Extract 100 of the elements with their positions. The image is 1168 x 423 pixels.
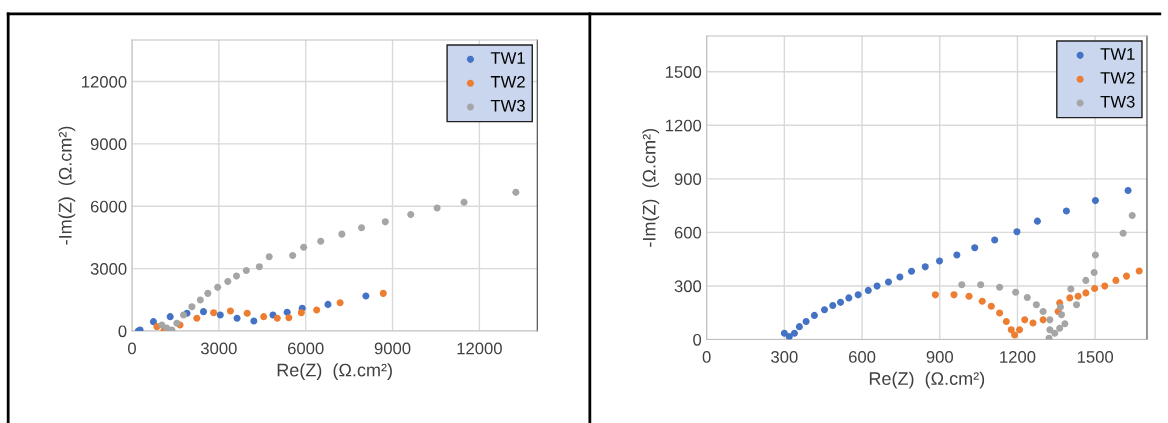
point [204,289,212,297]
point [1016,326,1024,334]
legend-label: TW1 [490,52,525,64]
point [790,329,798,337]
legend-label: TW2 [490,75,525,88]
point [232,272,241,280]
x-tick-label: 0 [128,342,136,355]
point [1046,316,1054,324]
point [1090,269,1098,277]
point [224,277,232,286]
point [297,309,305,317]
y-tick-label: 300 [674,280,702,293]
point [864,286,872,294]
point [196,296,204,304]
x-tick-label: 600 [849,351,876,363]
point [1051,329,1059,337]
point [460,198,468,206]
point [188,303,196,311]
point [996,283,1004,291]
point [795,323,803,331]
y-tick-label: 3000 [90,263,127,275]
point [1057,311,1066,319]
point [243,309,251,317]
point [987,302,995,310]
x-tick-label: 900 [926,351,954,363]
point [1056,303,1064,311]
point [210,309,218,317]
point [935,257,944,265]
y-tick-label: 6000 [90,200,127,213]
point [313,306,321,314]
legend-label: TW2 [1100,71,1135,84]
y-tick-label: 1500 [665,66,702,78]
point [1039,316,1047,324]
point [338,230,346,238]
point [820,306,829,314]
point [381,218,389,226]
point [226,307,234,315]
point [233,314,241,322]
x-tick-label: 1500 [1077,351,1114,363]
point [317,237,325,245]
point [907,267,916,275]
y-tick-label: 600 [674,226,702,239]
y-tick-label: 9000 [90,138,127,151]
point [845,294,853,302]
point [289,252,297,260]
y-tick-label: 0 [693,333,702,346]
point [193,314,201,322]
point [300,243,308,251]
point [1101,282,1109,290]
point [1082,276,1090,284]
x-tick-label: 1200 [1000,351,1036,363]
point [1112,276,1120,284]
point [971,244,979,252]
y-tick-label: 0 [118,325,127,338]
legend-label: TW3 [490,99,525,112]
point [1128,211,1136,219]
point [1021,316,1029,324]
point [810,311,818,319]
point [166,313,174,321]
point [1056,324,1064,332]
point [1135,267,1143,275]
point [273,314,281,322]
point [379,289,387,297]
point [1039,307,1047,316]
point [1002,317,1010,326]
point [829,302,837,310]
point [1119,229,1127,237]
point [1124,186,1132,194]
point [1074,292,1082,300]
point [837,298,845,306]
point [336,299,344,307]
point [250,317,258,325]
point [324,300,332,308]
point [780,329,788,337]
point [1029,319,1037,327]
point [1023,294,1031,302]
point [1013,228,1021,236]
point [921,263,929,271]
x-tick-label: 6000 [287,342,324,355]
point [854,291,862,299]
point [996,309,1004,317]
point [1062,207,1070,215]
point [978,297,986,305]
point [1046,326,1054,334]
point [407,211,415,219]
y-axis-title: -Im(Z) (Ω.cm²) [642,128,660,247]
point [965,292,973,300]
point [265,253,273,261]
point [977,281,985,289]
point [1061,320,1069,328]
point [362,292,370,300]
point [1091,251,1099,259]
point [1082,289,1090,297]
point [1067,285,1075,293]
point [953,251,961,259]
point [950,291,958,299]
point [255,263,263,271]
point [785,333,793,340]
point [958,281,966,289]
x-tick-label: 3000 [200,342,237,355]
